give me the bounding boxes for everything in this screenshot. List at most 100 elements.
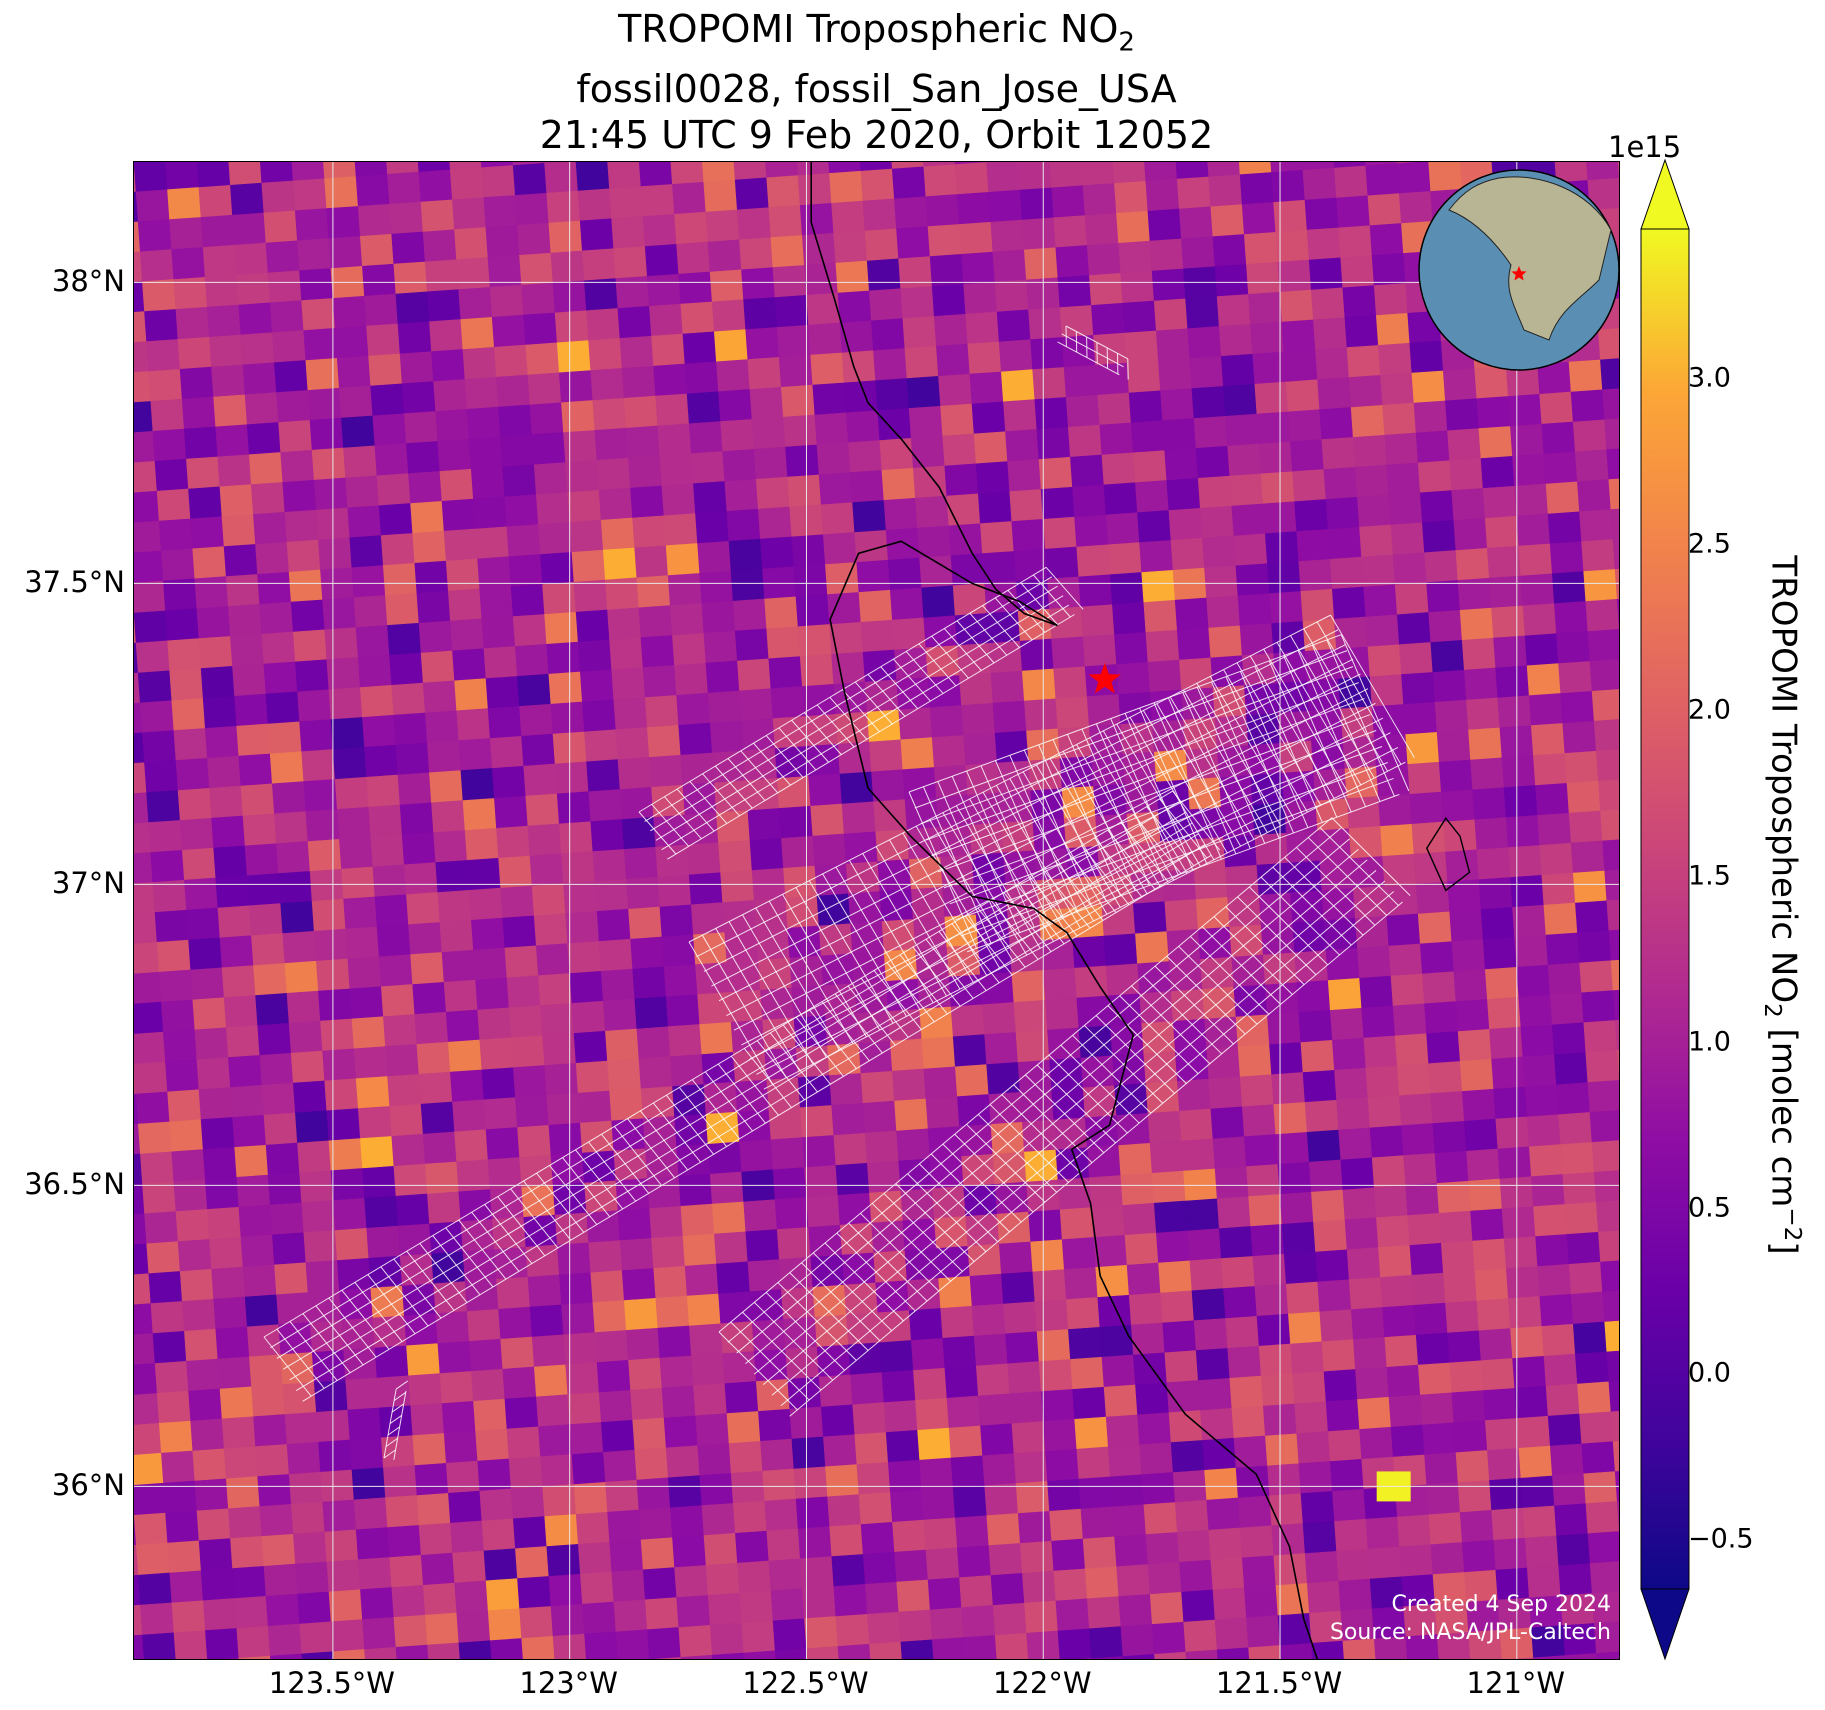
no2-pixel (984, 1483, 1019, 1517)
no2-pixel (177, 1239, 212, 1272)
no2-pixel (525, 793, 560, 827)
no2-pixel (726, 1411, 761, 1444)
no2-pixel (1332, 1488, 1367, 1522)
no2-pixel (1057, 1628, 1092, 1659)
no2-pixel (475, 526, 510, 560)
no2-pixel (1181, 1589, 1216, 1623)
no2-pixel (1250, 321, 1285, 355)
no2-pixel (1541, 872, 1576, 906)
no2-pixel (1281, 319, 1316, 353)
no2-pixel (984, 1032, 1019, 1065)
no2-pixel (896, 226, 931, 260)
no2-pixel (1086, 1145, 1122, 1179)
no2-pixel (1545, 1383, 1580, 1417)
no2-pixel (1306, 1129, 1342, 1163)
no2-pixel (730, 568, 765, 602)
no2-pixel (736, 207, 772, 241)
no2-pixel (439, 919, 474, 953)
no2-pixel (638, 162, 673, 187)
no2-pixel (1107, 542, 1143, 576)
no2-pixel (1405, 1183, 1440, 1216)
no2-pixel (676, 1595, 711, 1628)
no2-pixel (1053, 215, 1088, 249)
no2-pixel (1216, 1196, 1252, 1230)
no2-pixel (408, 922, 443, 955)
no2-pixel (134, 912, 158, 945)
no2-pixel (1390, 973, 1425, 1007)
no2-pixel (1183, 1619, 1218, 1653)
no2-pixel (1587, 629, 1619, 662)
no2-pixel (462, 346, 497, 380)
no2-pixel (1491, 1056, 1526, 1090)
no2-pixel (1579, 1411, 1614, 1445)
no2-pixel (1430, 639, 1465, 673)
no2-pixel (1405, 1634, 1440, 1659)
no2-pixel (1124, 330, 1159, 364)
no2-pixel (1011, 970, 1046, 1003)
no2-pixel (414, 560, 449, 594)
no2-pixel (1604, 418, 1619, 451)
no2-pixel (936, 343, 971, 377)
no2-pixel (192, 1448, 227, 1482)
no2-pixel (1501, 755, 1536, 789)
no2-pixel (418, 620, 453, 654)
no2-pixel (954, 1515, 990, 1549)
no2-pixel (1185, 1198, 1220, 1232)
no2-pixel (728, 989, 763, 1023)
no2-pixel (410, 952, 445, 985)
no2-pixel (705, 1562, 740, 1596)
no2-pixel (204, 1176, 240, 1210)
no2-pixel (1549, 541, 1585, 575)
no2-pixel (795, 1496, 831, 1530)
no2-pixel (1329, 1007, 1365, 1041)
no2-pixel (156, 939, 192, 973)
no2-pixel (181, 847, 217, 881)
no2-pixel (1602, 1290, 1619, 1323)
no2-pixel (797, 173, 832, 206)
no2-pixel (1363, 1035, 1398, 1069)
no2-pixel (276, 390, 311, 423)
no2-pixel (1011, 518, 1046, 552)
no2-pixel (944, 463, 979, 497)
no2-pixel (739, 688, 774, 722)
no2-pixel (1243, 231, 1279, 265)
no2-pixel (1618, 177, 1619, 179)
no2-pixel (946, 1395, 981, 1429)
no2-pixel (173, 728, 208, 761)
no2-pixel (1179, 657, 1214, 691)
no2-pixel (165, 162, 200, 191)
no2-pixel (567, 489, 602, 523)
no2-pixel (598, 1389, 634, 1423)
no2-pixel (336, 355, 372, 389)
no2-pixel (334, 325, 369, 359)
no2-pixel (450, 1069, 485, 1103)
no2-pixel (290, 1501, 326, 1535)
no2-pixel (1089, 1175, 1124, 1208)
no2-pixel (764, 1047, 799, 1081)
no2-pixel (313, 928, 349, 962)
no2-pixel (1585, 598, 1619, 632)
no2-pixel (1426, 1482, 1461, 1516)
no2-pixel (1063, 1267, 1099, 1300)
no2-pixel (372, 413, 407, 447)
latitude-tick-label: 37.5°N (24, 565, 125, 600)
no2-pixel (305, 357, 340, 391)
no2-pixel (169, 1119, 204, 1153)
no2-pixel (519, 703, 554, 737)
no2-pixel (1478, 1328, 1513, 1362)
no2-pixel (588, 789, 623, 823)
no2-pixel (1256, 1313, 1291, 1347)
no2-pixel (785, 895, 820, 929)
no2-pixel (931, 1637, 966, 1659)
no2-pixel (156, 488, 191, 522)
no2-pixel (1199, 505, 1235, 539)
no2-pixel (938, 824, 973, 858)
no2-pixel (1172, 567, 1207, 601)
no2-pixel (617, 305, 652, 339)
no2-pixel (741, 1620, 776, 1654)
no2-pixel (913, 1367, 948, 1401)
no2-pixel (1116, 661, 1151, 695)
no2-pixel (1327, 526, 1362, 560)
no2-pixel (227, 603, 263, 637)
no2-pixel (330, 1168, 365, 1201)
